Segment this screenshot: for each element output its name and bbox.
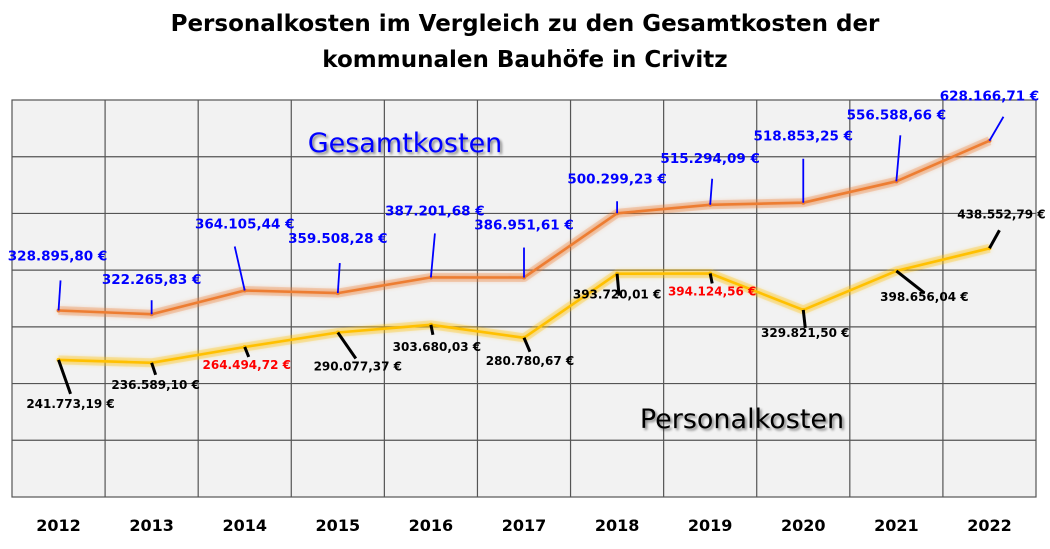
label-leader [336, 263, 341, 294]
x-tick-label: 2019 [688, 516, 733, 535]
label-leader [243, 346, 251, 358]
data-label: 556.588,66 € [847, 107, 947, 123]
label-leader [336, 331, 358, 360]
data-label: 398.656,04 € [880, 290, 968, 304]
data-label: 515.294,09 € [660, 151, 760, 167]
x-tick-label: 2013 [129, 516, 174, 535]
data-label: 386.951,61 € [474, 218, 574, 234]
label-leader [57, 359, 72, 395]
x-tick-label: 2021 [874, 516, 919, 535]
data-label: 438.552,79 € [957, 207, 1045, 221]
plot-area [11, 99, 1037, 498]
label-leader [522, 337, 532, 353]
label-leader [895, 135, 902, 182]
data-label: 303.680,03 € [393, 340, 481, 354]
label-leader [57, 280, 62, 311]
data-label: 628.166,71 € [940, 89, 1040, 105]
x-tick-label: 2018 [595, 516, 640, 535]
data-label: 359.508,28 € [288, 231, 388, 247]
label-leader [150, 362, 158, 376]
data-label: 290.077,37 € [314, 359, 402, 373]
series-name-gesamtkosten: Gesamtkosten [308, 128, 503, 159]
data-label: 364.105,44 € [195, 217, 295, 233]
label-leader [988, 229, 1001, 250]
label-leader [430, 233, 436, 278]
label-leader [709, 178, 714, 205]
label-leaders [57, 116, 1005, 395]
x-tick-label: 2017 [502, 516, 547, 535]
data-label: 393.720,01 € [573, 288, 661, 302]
data-label: 500.299,23 € [567, 171, 667, 187]
data-label: 264.494,72 € [203, 358, 291, 372]
label-leader [708, 273, 714, 284]
x-tick-label: 2015 [316, 516, 361, 535]
chart-title-line-2: kommunalen Bauhöfe in Crivitz [322, 47, 728, 73]
data-label: 280.780,67 € [486, 354, 574, 368]
data-labels: 328.895,80 € 322.265,83 € 364.105,44 €359.… [8, 89, 1046, 411]
x-tick-label: 2022 [967, 516, 1012, 535]
data-label: 518.853,25 € [754, 129, 854, 145]
chart-title-line-1: Personalkosten im Vergleich zu den Gesam… [170, 11, 880, 37]
data-label: 394.124,56 € [668, 284, 756, 298]
data-label: 236.589,10 € [111, 378, 199, 392]
data-label: 329.821,50 € [761, 326, 849, 340]
x-tick-label: 2016 [409, 516, 454, 535]
data-label: 328.895,80 € [8, 248, 108, 264]
series-name-personalkosten: Personalkosten [640, 404, 844, 435]
chart-title: Personalkosten im Vergleich zu den Gesam… [0, 6, 1050, 78]
label-leader [615, 273, 621, 296]
x-axis-ticks: 2012 2013 2014 2015 2016 2017 2018 2019 2020 2021… [36, 516, 1011, 535]
label-leader [895, 269, 926, 295]
label-leader [429, 324, 435, 336]
label-leader [233, 246, 246, 291]
x-tick-label: 2014 [222, 516, 267, 535]
data-label: 241.773,19 € [26, 397, 114, 411]
series-names: Gesamtkosten Personalkosten [308, 128, 844, 435]
data-label: 387.201,68 € [385, 203, 485, 219]
label-leader [801, 309, 807, 329]
label-leader [988, 116, 1005, 142]
x-tick-label: 2020 [781, 516, 826, 535]
x-tick-label: 2012 [36, 516, 81, 535]
data-label: 322.265,83 € [102, 272, 202, 288]
